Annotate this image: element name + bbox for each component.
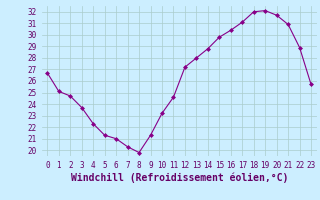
X-axis label: Windchill (Refroidissement éolien,°C): Windchill (Refroidissement éolien,°C) (70, 173, 288, 183)
